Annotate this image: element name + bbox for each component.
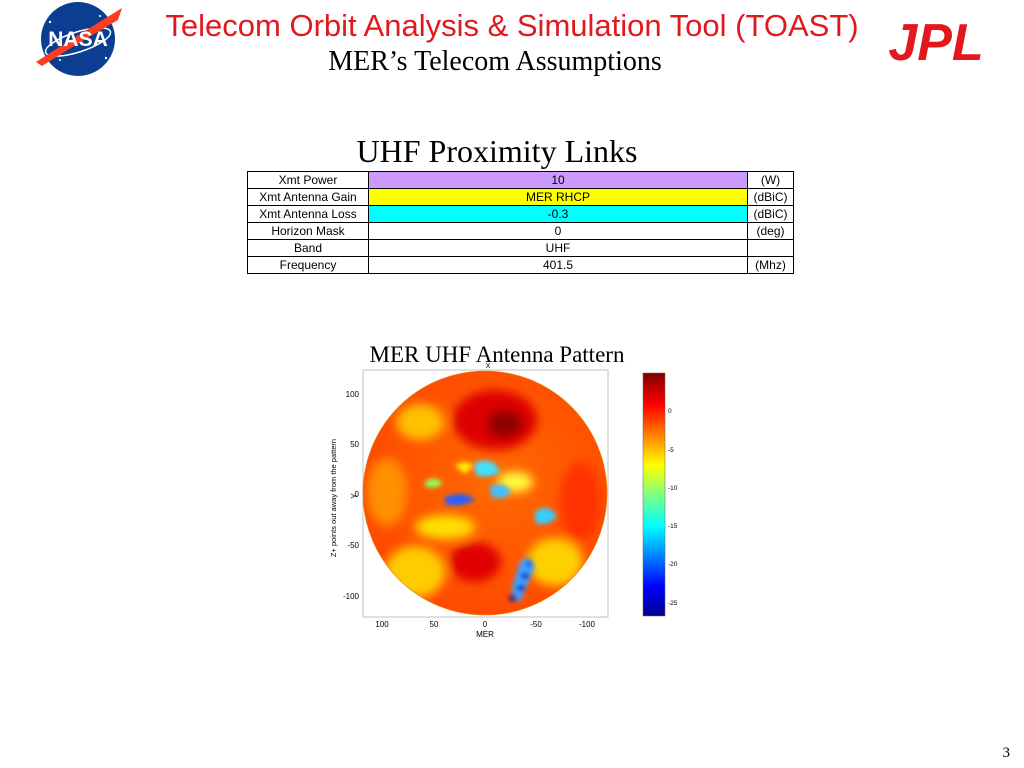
row-label: Band <box>247 239 369 257</box>
x-tick-label: -100 <box>579 620 596 629</box>
row-label: Xmt Antenna Gain <box>247 188 369 206</box>
y-tick-label: 0 <box>355 490 360 499</box>
page-number: 3 <box>1002 745 1011 761</box>
x-axis-label: MER <box>476 630 494 639</box>
table-row: Xmt Power 10 (W) <box>247 171 794 189</box>
pattern-title: MER UHF Antenna Pattern <box>369 342 625 367</box>
table-row: Band UHF <box>247 239 794 257</box>
nasa-logo: NASA <box>36 2 122 76</box>
colorbar <box>642 372 666 617</box>
row-value: UHF <box>368 239 748 257</box>
colorbar-tick-label: -10 <box>668 485 678 492</box>
row-label: Horizon Mask <box>247 222 369 240</box>
x-tick-label: 100 <box>375 620 389 629</box>
antenna-pattern-plot: 100 50 0 -50 -100 100 50 0 -50 -100 MER … <box>329 363 678 639</box>
y-tick-label: -50 <box>347 541 359 550</box>
row-value: 10 <box>368 171 748 189</box>
row-unit: (W) <box>747 171 794 189</box>
sub-title: MER’s Telecom Assumptions <box>328 46 662 77</box>
row-unit: (dBiC) <box>747 188 794 206</box>
jpl-logo: JPL <box>888 16 983 66</box>
colorbar-tick-label: -25 <box>668 600 678 607</box>
x-top-label: X <box>486 363 491 370</box>
svg-text:JPL: JPL <box>888 16 983 66</box>
x-tick-label: -50 <box>530 620 542 629</box>
table-row: Horizon Mask 0 (deg) <box>247 222 794 240</box>
y-tick-label: -100 <box>343 592 360 601</box>
y-axis-label: Z+ points out away from the pattern <box>329 439 338 557</box>
main-title: Telecom Orbit Analysis & Simulation Tool… <box>165 8 859 43</box>
parameters-table: Xmt Power 10 (W) Xmt Antenna Gain MER RH… <box>247 171 794 274</box>
row-unit: (deg) <box>747 222 794 240</box>
y-tick-label: 100 <box>346 390 360 399</box>
colorbar-tick-label: 0 <box>668 408 672 415</box>
section-title: UHF Proximity Links <box>356 133 638 169</box>
table-row: Xmt Antenna Gain MER RHCP (dBiC) <box>247 188 794 206</box>
row-value: -0.3 <box>368 205 748 223</box>
pattern-heatmap <box>363 371 607 615</box>
table-row: Frequency 401.5 (Mhz) <box>247 256 794 274</box>
row-unit: (dBiC) <box>747 205 794 223</box>
colorbar-tick-label: -15 <box>668 523 678 530</box>
svg-text:NASA: NASA <box>48 28 108 51</box>
row-unit <box>747 239 794 257</box>
colorbar-tick-label: -5 <box>668 447 674 454</box>
row-unit: (Mhz) <box>747 256 794 274</box>
x-tick-label: 0 <box>483 620 488 629</box>
row-value: MER RHCP <box>368 188 748 206</box>
colorbar-tick-label: -20 <box>668 561 678 568</box>
y-mid-label: Y <box>350 493 359 499</box>
row-label: Xmt Antenna Loss <box>247 205 369 223</box>
row-label: Xmt Power <box>247 171 369 189</box>
row-value: 401.5 <box>368 256 748 274</box>
row-value: 0 <box>368 222 748 240</box>
x-tick-label: 50 <box>430 620 439 629</box>
table-row: Xmt Antenna Loss -0.3 (dBiC) <box>247 205 794 223</box>
row-label: Frequency <box>247 256 369 274</box>
y-tick-label: 50 <box>350 440 359 449</box>
